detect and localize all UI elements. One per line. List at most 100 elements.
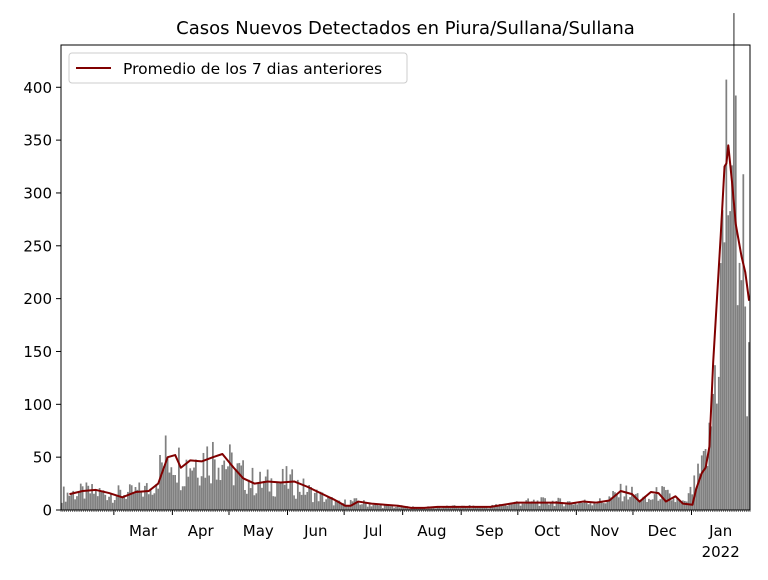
bar — [289, 474, 292, 510]
bar — [221, 464, 224, 510]
bar — [710, 426, 713, 510]
bar — [329, 497, 331, 510]
x-axis: Mar Apr May Jun Jul Aug Sep Oct Nov Dec Jan 2022 — [60, 510, 751, 561]
bar — [330, 497, 333, 510]
bar — [744, 306, 747, 510]
bar — [185, 459, 188, 510]
bar — [134, 487, 137, 510]
bar — [272, 496, 275, 510]
bar — [113, 500, 116, 510]
bar — [155, 484, 158, 510]
bar — [206, 446, 209, 510]
bar — [136, 489, 139, 510]
bar — [240, 465, 243, 510]
bar — [517, 502, 520, 510]
bar — [457, 507, 460, 510]
bar — [204, 477, 207, 510]
bar — [232, 485, 235, 510]
bar — [449, 507, 452, 510]
bar — [304, 494, 307, 510]
bar — [585, 502, 588, 510]
bar — [589, 503, 592, 510]
bar — [400, 505, 403, 510]
x-tick-label: Jul — [363, 522, 382, 540]
bar — [340, 502, 343, 510]
bar — [561, 502, 563, 510]
bar — [689, 486, 692, 510]
bar — [181, 486, 184, 510]
bar — [697, 463, 699, 510]
bar — [600, 501, 603, 510]
bar — [336, 500, 339, 510]
bar — [244, 489, 246, 510]
bar — [259, 471, 261, 510]
bar — [317, 501, 320, 510]
bar — [497, 505, 499, 510]
bar — [229, 444, 231, 510]
bar — [595, 503, 597, 510]
bar — [238, 462, 241, 510]
bar — [548, 504, 550, 510]
bar — [434, 508, 437, 510]
bar — [187, 476, 190, 510]
bar — [110, 493, 112, 510]
bar — [230, 452, 233, 510]
bar — [540, 497, 543, 510]
bar — [372, 504, 375, 510]
bar — [262, 480, 265, 510]
bar — [508, 504, 511, 510]
y-tick-label: 50 — [33, 449, 52, 467]
bar — [368, 503, 371, 510]
bar — [649, 499, 652, 510]
bar — [151, 494, 154, 510]
bar — [538, 505, 541, 510]
bar — [651, 499, 654, 510]
x-tick-label: Sep — [475, 522, 503, 540]
bar — [708, 422, 711, 510]
bar — [249, 488, 252, 510]
bar — [87, 485, 90, 510]
bar — [285, 466, 288, 510]
bar — [544, 498, 546, 510]
bar — [166, 458, 169, 510]
x-tick-label: Nov — [590, 522, 619, 540]
bar — [729, 211, 731, 510]
bar — [321, 492, 324, 510]
bar — [381, 508, 384, 510]
bar — [546, 502, 548, 510]
bar — [727, 215, 730, 510]
bar — [179, 490, 182, 510]
bar — [89, 493, 92, 510]
bar — [370, 506, 373, 510]
y-tick-label: 0 — [42, 502, 52, 520]
bar — [395, 507, 397, 510]
bar — [300, 494, 303, 510]
bar — [636, 493, 639, 510]
bar — [128, 484, 131, 510]
bar — [212, 441, 214, 510]
bar — [593, 503, 596, 510]
bar — [183, 486, 186, 510]
bar — [706, 465, 709, 510]
bar — [268, 491, 271, 510]
bar — [217, 467, 220, 510]
bar — [485, 506, 488, 510]
bar — [266, 469, 269, 510]
bar — [355, 498, 358, 510]
bar — [534, 503, 537, 510]
bar — [502, 505, 505, 510]
bar — [738, 262, 741, 510]
bar — [96, 496, 99, 510]
y-tick-label: 250 — [23, 237, 52, 255]
bar — [287, 488, 290, 510]
bar — [748, 342, 750, 510]
bar — [617, 497, 620, 510]
bar — [529, 501, 531, 510]
bar — [521, 503, 524, 510]
bar — [436, 507, 439, 510]
bar — [429, 507, 431, 510]
bar — [108, 496, 110, 510]
bar — [130, 485, 133, 510]
bar — [627, 499, 630, 510]
bar — [476, 506, 479, 510]
